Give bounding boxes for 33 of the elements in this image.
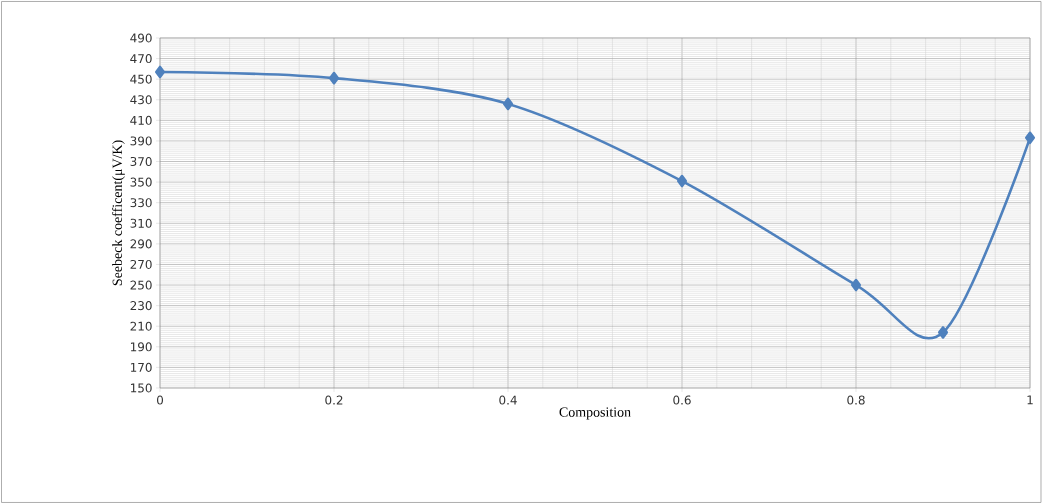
x-axis-title: Composition <box>559 407 631 420</box>
y-tick-label: 410 <box>130 115 152 125</box>
y-tick-label: 350 <box>130 177 152 187</box>
y-tick-label: 230 <box>130 301 152 311</box>
point <box>676 174 688 188</box>
point <box>1024 131 1036 145</box>
y-tick-label: 150 <box>130 383 152 393</box>
y-tick-label: 290 <box>130 239 152 249</box>
y-tick-label: 310 <box>130 218 152 228</box>
y-tick-label: 390 <box>130 136 152 146</box>
y-tick-label: 190 <box>130 342 152 352</box>
y-tick-label: 250 <box>130 280 152 290</box>
point <box>850 278 862 292</box>
y-axis-title: Seebeck coefficent(μV/K) <box>112 140 125 286</box>
y-tick-label: 490 <box>130 33 152 43</box>
x-tick-label: 1 <box>1027 395 1033 405</box>
x-tick-label: 0 <box>156 395 164 405</box>
point <box>328 71 340 85</box>
y-tick-label: 470 <box>130 54 152 64</box>
x-tick-label: 0.8 <box>847 395 865 405</box>
x-tick-label: 0.4 <box>499 395 517 405</box>
y-tick-label: 270 <box>130 259 152 269</box>
y-tick-label: 210 <box>130 321 152 331</box>
y-tick-label: 370 <box>130 156 152 167</box>
point <box>937 326 949 339</box>
y-tick-label: 430 <box>130 95 152 105</box>
x-tick-label: 0.6 <box>673 395 691 405</box>
y-tick-label: 330 <box>130 198 152 208</box>
x-tick-label: 0.2 <box>325 395 343 405</box>
y-tick-label: 170 <box>130 362 152 372</box>
point <box>154 65 166 79</box>
point <box>502 97 514 111</box>
y-tick-label: 450 <box>130 74 152 84</box>
